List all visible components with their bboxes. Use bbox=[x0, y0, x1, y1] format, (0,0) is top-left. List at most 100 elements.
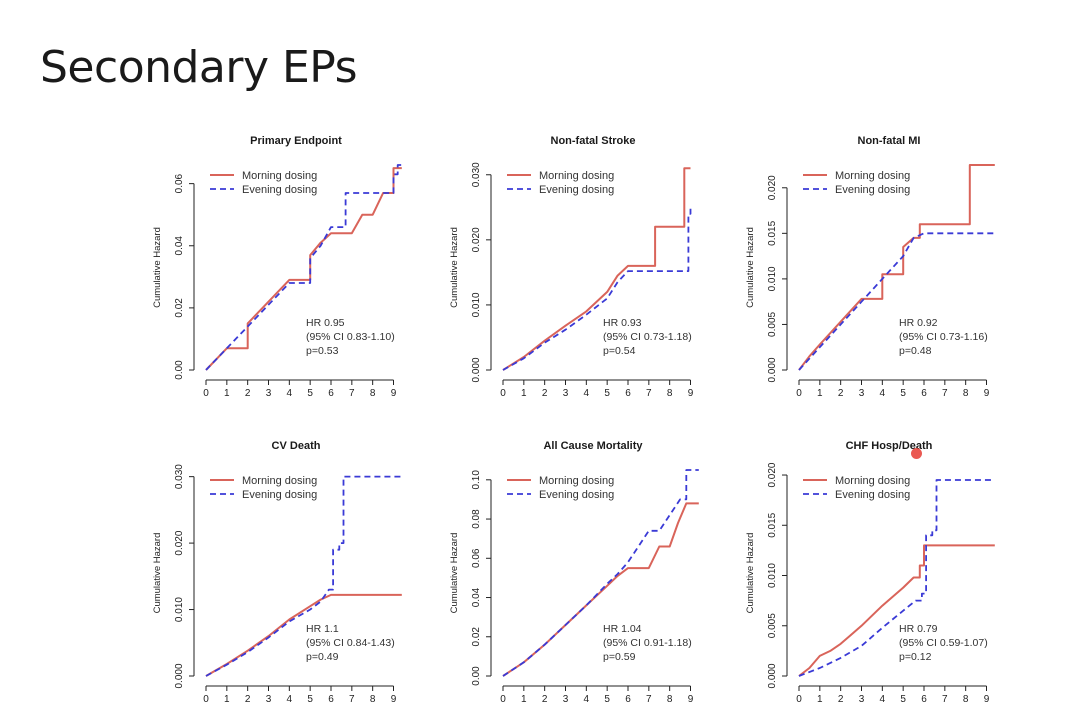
y-axis-label: Cumulative Hazard bbox=[745, 533, 756, 614]
pointer-dot bbox=[911, 448, 922, 459]
chart-panel: Non-fatal MI 0.000 0.005 0.010 0.015 0.020 0 1 2… bbox=[745, 135, 995, 399]
chart-title: Non-fatal Stroke bbox=[551, 135, 636, 147]
y-tick-label: 0.020 bbox=[174, 530, 185, 555]
y-axis-label: Cumulative Hazard bbox=[745, 227, 756, 308]
x-tick-label: 4 bbox=[880, 694, 886, 705]
x-tick-label: 3 bbox=[563, 694, 569, 705]
y-tick-label: 0.000 bbox=[174, 663, 185, 688]
x-tick-label: 0 bbox=[796, 694, 802, 705]
x-tick-label: 1 bbox=[817, 388, 823, 399]
x-tick-label: 4 bbox=[287, 388, 293, 399]
legend-label: Morning dosing bbox=[835, 170, 910, 182]
y-axis-label: Cumulative Hazard bbox=[449, 227, 460, 308]
stat-annotation: p=0.48 bbox=[899, 345, 932, 357]
stat-annotation: HR 0.95 bbox=[306, 317, 345, 329]
x-tick-label: 1 bbox=[224, 388, 230, 399]
x-tick-label: 3 bbox=[266, 694, 272, 705]
stat-annotation: HR 1.04 bbox=[603, 623, 642, 635]
x-tick-label: 9 bbox=[984, 388, 990, 399]
series-morning-dosing bbox=[205, 593, 402, 677]
series-evening-dosing bbox=[205, 475, 402, 677]
y-tick-label: 0.030 bbox=[174, 464, 185, 489]
x-tick-label: 9 bbox=[688, 694, 694, 705]
x-tick-label: 2 bbox=[838, 694, 844, 705]
legend-label: Morning dosing bbox=[539, 475, 614, 487]
x-tick-label: 8 bbox=[667, 388, 673, 399]
stat-annotation: p=0.49 bbox=[306, 651, 339, 663]
x-tick-label: 7 bbox=[942, 388, 948, 399]
x-tick-label: 1 bbox=[224, 694, 230, 705]
y-tick-label: 0.000 bbox=[471, 357, 482, 382]
x-tick-label: 8 bbox=[667, 694, 673, 705]
x-tick-label: 5 bbox=[604, 388, 610, 399]
stat-annotation: p=0.12 bbox=[899, 651, 932, 663]
y-tick-label: 0.02 bbox=[471, 627, 482, 647]
stat-annotation: (95% CI 0.73-1.16) bbox=[899, 331, 988, 343]
chart-title: CV Death bbox=[272, 440, 321, 452]
x-tick-label: 4 bbox=[584, 388, 590, 399]
x-tick-label: 1 bbox=[521, 694, 527, 705]
stat-annotation: HR 0.79 bbox=[899, 623, 938, 635]
x-tick-label: 8 bbox=[370, 694, 376, 705]
x-tick-label: 5 bbox=[307, 694, 313, 705]
y-tick-label: 0.04 bbox=[471, 587, 482, 607]
x-tick-label: 4 bbox=[584, 694, 590, 705]
x-tick-label: 2 bbox=[542, 388, 548, 399]
x-tick-label: 7 bbox=[646, 388, 652, 399]
y-tick-label: 0.020 bbox=[767, 462, 778, 487]
chart-panel: CV Death 0.000 0.010 0.020 0.030 0 1 2 3 4 5 6 7 8 9 Cu… bbox=[152, 440, 402, 705]
chart-panel: Non-fatal Stroke 0.000 0.010 0.020 0.030 0 1 2 3… bbox=[449, 135, 694, 399]
x-tick-label: 5 bbox=[307, 388, 313, 399]
stat-annotation: (95% CI 0.59-1.07) bbox=[899, 637, 988, 649]
chart-title: CHF Hosp/Death bbox=[846, 440, 933, 452]
chart-title: Non-fatal MI bbox=[858, 135, 921, 147]
x-tick-label: 9 bbox=[688, 388, 694, 399]
y-tick-label: 0.00 bbox=[471, 666, 482, 686]
legend-label: Evening dosing bbox=[242, 184, 317, 196]
x-tick-label: 0 bbox=[203, 694, 209, 705]
x-tick-label: 6 bbox=[625, 694, 631, 705]
x-tick-label: 6 bbox=[921, 388, 927, 399]
x-tick-label: 1 bbox=[521, 388, 527, 399]
y-tick-label: 0.015 bbox=[767, 512, 778, 537]
y-axis-label: Cumulative Hazard bbox=[152, 533, 163, 614]
y-tick-label: 0.005 bbox=[767, 311, 778, 336]
y-tick-label: 0.10 bbox=[471, 470, 482, 490]
series-morning-dosing bbox=[798, 544, 995, 677]
x-tick-label: 9 bbox=[391, 388, 397, 399]
legend-label: Morning dosing bbox=[242, 170, 317, 182]
legend-label: Evening dosing bbox=[835, 489, 910, 501]
chart-panel: Primary Endpoint 0.00 0.02 0.04 0.06 0 1 2 3 4 5 6 7… bbox=[152, 135, 402, 399]
y-tick-label: 0.010 bbox=[174, 597, 185, 622]
x-tick-label: 9 bbox=[984, 694, 990, 705]
x-tick-label: 9 bbox=[391, 694, 397, 705]
legend-label: Evening dosing bbox=[242, 489, 317, 501]
x-tick-label: 8 bbox=[963, 388, 969, 399]
x-tick-label: 5 bbox=[900, 388, 906, 399]
y-tick-label: 0.08 bbox=[471, 509, 482, 529]
x-tick-label: 8 bbox=[963, 694, 969, 705]
x-tick-label: 4 bbox=[880, 388, 886, 399]
y-tick-label: 0.010 bbox=[767, 563, 778, 588]
y-tick-label: 0.020 bbox=[767, 175, 778, 200]
legend-label: Morning dosing bbox=[835, 475, 910, 487]
x-tick-label: 2 bbox=[542, 694, 548, 705]
x-tick-label: 1 bbox=[817, 694, 823, 705]
legend-label: Evening dosing bbox=[835, 184, 910, 196]
legend-label: Morning dosing bbox=[539, 170, 614, 182]
x-tick-label: 8 bbox=[370, 388, 376, 399]
y-tick-label: 0.00 bbox=[174, 360, 185, 380]
x-tick-label: 7 bbox=[349, 694, 355, 705]
y-tick-label: 0.02 bbox=[174, 298, 185, 318]
stat-annotation: HR 0.93 bbox=[603, 317, 642, 329]
series-morning-dosing bbox=[502, 502, 699, 677]
y-tick-label: 0.000 bbox=[767, 663, 778, 688]
y-tick-label: 0.020 bbox=[471, 227, 482, 252]
chart-title: Primary Endpoint bbox=[250, 135, 342, 147]
x-tick-label: 2 bbox=[838, 388, 844, 399]
x-tick-label: 6 bbox=[328, 694, 334, 705]
series-morning-dosing bbox=[502, 167, 691, 371]
x-tick-label: 3 bbox=[563, 388, 569, 399]
y-tick-label: 0.010 bbox=[767, 266, 778, 291]
x-tick-label: 2 bbox=[245, 694, 251, 705]
